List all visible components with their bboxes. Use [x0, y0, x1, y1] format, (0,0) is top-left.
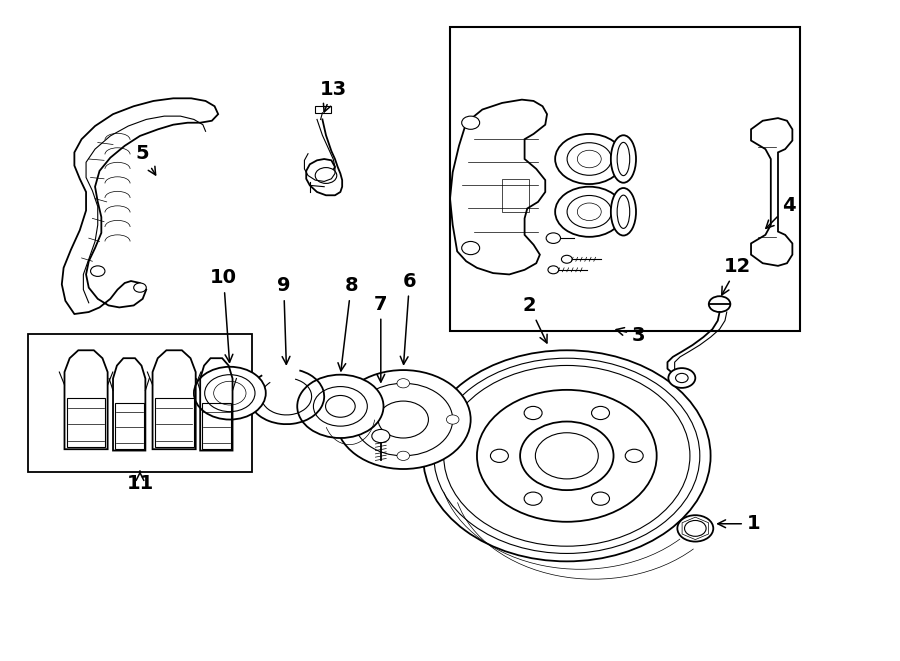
Circle shape — [194, 367, 266, 420]
Text: 10: 10 — [210, 268, 237, 362]
Circle shape — [477, 390, 657, 522]
Circle shape — [524, 407, 542, 420]
Text: 1: 1 — [718, 514, 760, 533]
Circle shape — [562, 255, 572, 263]
Text: 12: 12 — [722, 257, 752, 295]
Text: 9: 9 — [277, 276, 291, 364]
Circle shape — [520, 422, 614, 490]
Circle shape — [446, 415, 459, 424]
Circle shape — [591, 407, 609, 420]
Bar — [502, 178, 529, 212]
Circle shape — [669, 368, 696, 388]
Ellipse shape — [617, 142, 630, 176]
Circle shape — [378, 401, 428, 438]
Circle shape — [134, 283, 147, 292]
Circle shape — [685, 520, 706, 536]
Circle shape — [577, 150, 601, 168]
Text: 6: 6 — [400, 272, 417, 364]
Text: 7: 7 — [374, 295, 388, 382]
Circle shape — [397, 379, 410, 388]
Circle shape — [326, 395, 356, 417]
Text: 3: 3 — [616, 326, 645, 344]
Circle shape — [462, 241, 480, 254]
Circle shape — [555, 134, 624, 184]
Circle shape — [354, 383, 453, 456]
Circle shape — [524, 492, 542, 505]
Circle shape — [709, 296, 731, 312]
Circle shape — [626, 449, 644, 463]
Circle shape — [546, 233, 561, 243]
Circle shape — [434, 358, 700, 553]
Ellipse shape — [611, 188, 636, 235]
Circle shape — [548, 266, 559, 274]
Circle shape — [536, 433, 598, 479]
Circle shape — [315, 168, 337, 183]
Circle shape — [213, 381, 246, 405]
Circle shape — [491, 449, 508, 463]
Circle shape — [676, 373, 688, 383]
Circle shape — [347, 415, 360, 424]
Bar — [315, 106, 331, 113]
Ellipse shape — [617, 195, 630, 229]
Circle shape — [678, 515, 714, 541]
Text: 13: 13 — [320, 80, 346, 112]
Circle shape — [567, 196, 611, 228]
Bar — [450, 27, 800, 330]
Circle shape — [591, 492, 609, 505]
Circle shape — [423, 350, 711, 561]
Circle shape — [462, 116, 480, 130]
Circle shape — [313, 387, 367, 426]
Circle shape — [577, 203, 601, 221]
Bar — [28, 334, 252, 473]
Text: 11: 11 — [126, 471, 154, 493]
Circle shape — [372, 430, 390, 443]
Circle shape — [567, 143, 611, 175]
Text: 5: 5 — [136, 144, 156, 175]
Circle shape — [204, 375, 255, 412]
Circle shape — [397, 451, 410, 461]
Circle shape — [555, 186, 624, 237]
Text: 4: 4 — [766, 196, 796, 228]
Circle shape — [297, 375, 383, 438]
Circle shape — [444, 366, 690, 546]
Ellipse shape — [611, 136, 636, 182]
Text: 2: 2 — [522, 296, 547, 343]
Circle shape — [336, 370, 471, 469]
Circle shape — [91, 266, 105, 276]
Text: 8: 8 — [338, 276, 358, 371]
